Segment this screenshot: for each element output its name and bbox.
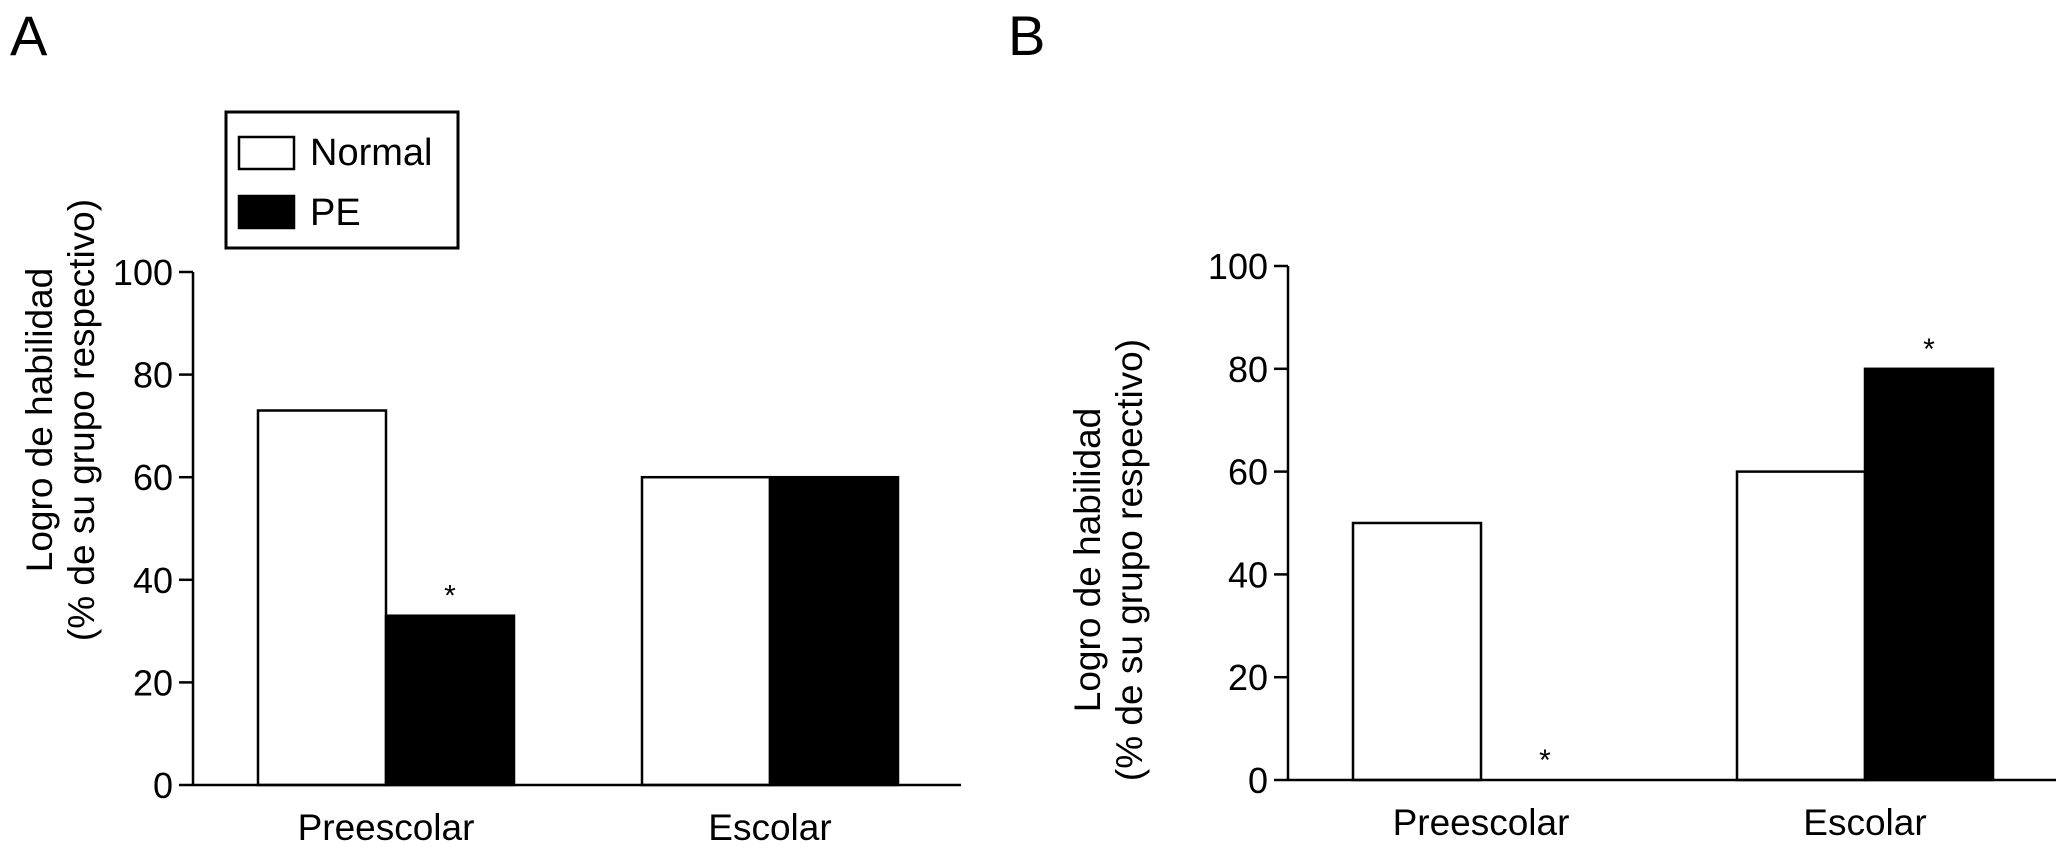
panel-a: A Normal PE Logro de habilidad (% de su … [10,4,961,848]
significance-marker-a-0: * [444,580,456,613]
y-axis-label-line1: Logro de habilidad [19,268,60,572]
legend: Normal PE [224,110,460,250]
x-tick-label-a-escolar: Escolar [708,807,831,848]
y-tick-label-b-40: 40 [1228,554,1268,595]
bar-b-normal-escolar [1735,470,1867,782]
legend-swatch-normal [237,135,296,171]
legend-label-normal: Normal [310,132,432,174]
y-tick-label-a-80: 80 [133,355,173,396]
significance-marker-b-0: * [1539,744,1551,777]
y-tick-label-b-0: 0 [1248,760,1268,801]
x-tick-label-b-preescolar: Preescolar [1393,802,1570,843]
y-tick-label-a-100: 100 [113,252,173,293]
x-tick-label-b-escolar: Escolar [1803,802,1926,843]
legend-swatch-pe [237,194,296,230]
y-tick-label-b-60: 60 [1228,452,1268,493]
y-axis-label-line2: (% de su grupo respectivo) [61,199,102,641]
plot-area-b: * * 0 20 40 60 80 100 Preescolar Escolar [1208,246,2056,843]
bar-a-normal-preescolar [256,409,388,787]
bar-b-normal-preescolar [1351,521,1483,782]
plot-area-a: * 0 20 40 60 80 100 Preescolar Escolar [113,252,961,848]
bar-a-pe-preescolar [384,614,516,787]
legend-label-pe: PE [310,192,361,234]
y-tick-label-b-20: 20 [1228,657,1268,698]
y-tick-label-a-40: 40 [133,560,173,601]
panel-a-label: A [10,4,48,67]
y-tick-label-a-60: 60 [133,457,173,498]
bar-a-pe-escolar [768,475,900,787]
y-tick-label-b-100: 100 [1208,246,1268,287]
y-axis-label: Logro de habilidad (% de su grupo respec… [19,199,102,641]
x-tick-label-a-preescolar: Preescolar [298,807,475,848]
y-axis-label-line2: (% de su grupo respectivo) [1109,339,1150,781]
y-tick-label-a-20: 20 [133,662,173,703]
significance-marker-b-1: * [1923,333,1935,366]
y-axis-label: Logro de habilidad (% de su grupo respec… [1067,339,1150,781]
panel-b-label: B [1008,4,1045,67]
bar-a-normal-escolar [640,475,772,787]
y-axis-label-line1: Logro de habilidad [1067,408,1108,712]
panel-b: B Logro de habilidad (% de su grupo resp… [1008,4,2056,843]
bar-b-pe-escolar [1863,367,1995,782]
y-tick-label-b-80: 80 [1228,349,1268,390]
y-tick-label-a-0: 0 [153,765,173,806]
